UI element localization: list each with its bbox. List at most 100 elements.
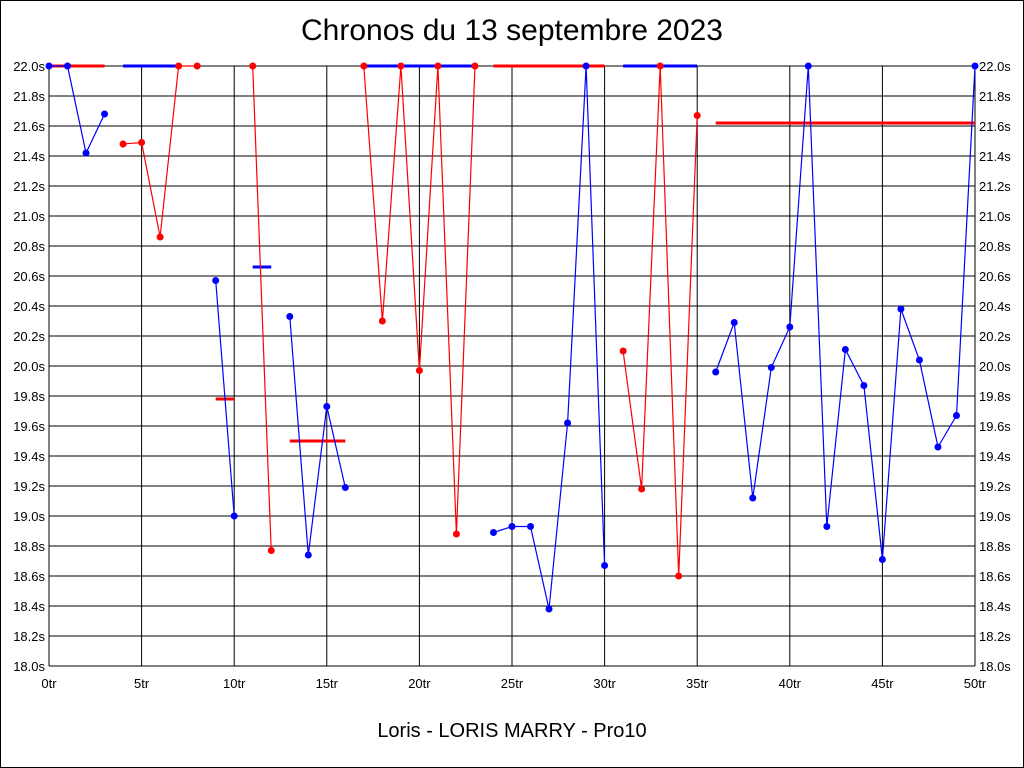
data-point bbox=[952, 412, 960, 419]
data-point bbox=[193, 62, 201, 70]
data-point bbox=[230, 512, 238, 520]
y-tick-label-right: 20.2s bbox=[979, 329, 1011, 344]
data-point bbox=[878, 556, 886, 563]
y-tick-label-right: 21.8s bbox=[979, 89, 1011, 104]
y-tick-label-left: 19.4s bbox=[13, 449, 45, 464]
data-point bbox=[767, 364, 775, 371]
data-point bbox=[823, 523, 831, 530]
data-point bbox=[564, 419, 572, 427]
data-point bbox=[545, 605, 553, 613]
y-tick-label-left: 20.8s bbox=[13, 239, 45, 254]
data-point bbox=[619, 347, 627, 355]
data-point bbox=[175, 62, 183, 70]
y-tick-label-left: 18.2s bbox=[13, 629, 45, 644]
y-tick-label-right: 21.0s bbox=[979, 209, 1011, 224]
data-point bbox=[360, 62, 368, 70]
series-line bbox=[289, 316, 346, 556]
x-tick-label: 15tr bbox=[316, 676, 339, 691]
y-tick-label-right: 21.2s bbox=[979, 179, 1011, 194]
data-point bbox=[508, 523, 516, 530]
y-tick-label-left: 20.2s bbox=[13, 329, 45, 344]
x-tick-label: 20tr bbox=[408, 676, 431, 691]
data-point bbox=[730, 319, 738, 326]
data-point bbox=[471, 62, 479, 70]
data-point bbox=[638, 485, 646, 493]
data-point bbox=[656, 62, 664, 70]
y-tick-label-right: 21.4s bbox=[979, 149, 1011, 164]
x-tick-label: 50tr bbox=[964, 676, 987, 691]
x-tick-label: 0tr bbox=[41, 676, 57, 691]
data-point bbox=[341, 484, 349, 491]
data-point bbox=[101, 110, 109, 118]
series-line bbox=[715, 65, 976, 560]
data-point bbox=[415, 367, 423, 374]
data-point bbox=[267, 547, 275, 554]
data-point bbox=[601, 562, 609, 569]
y-tick-label-right: 20.0s bbox=[979, 359, 1011, 374]
x-tick-label: 25tr bbox=[501, 676, 524, 691]
data-point bbox=[786, 323, 794, 331]
data-point bbox=[489, 529, 497, 536]
y-tick-label-left: 20.0s bbox=[13, 359, 45, 374]
data-point bbox=[860, 382, 868, 389]
data-point bbox=[156, 233, 164, 241]
y-tick-label-right: 18.6s bbox=[979, 569, 1011, 584]
y-tick-label-left: 21.4s bbox=[13, 149, 45, 164]
x-tick-label: 10tr bbox=[223, 676, 246, 691]
data-point bbox=[749, 494, 757, 502]
chart-subtitle: Loris - LORIS MARRY - Pro10 bbox=[377, 720, 647, 742]
y-tick-label-right: 19.2s bbox=[979, 479, 1011, 494]
chart-title: Chronos du 13 septembre 2023 bbox=[301, 14, 723, 47]
data-point bbox=[378, 317, 386, 325]
data-point bbox=[434, 62, 442, 70]
x-tick-label: 40tr bbox=[779, 676, 802, 691]
y-tick-label-left: 21.2s bbox=[13, 179, 45, 194]
data-point bbox=[397, 62, 405, 70]
series-line bbox=[252, 65, 272, 551]
data-point bbox=[119, 140, 127, 148]
y-tick-label-right: 19.8s bbox=[979, 389, 1011, 404]
series-line bbox=[123, 65, 198, 238]
y-tick-label-left: 18.4s bbox=[13, 599, 45, 614]
data-point bbox=[249, 62, 257, 70]
y-tick-label-left: 19.2s bbox=[13, 479, 45, 494]
data-point bbox=[45, 62, 53, 70]
y-tick-label-left: 19.8s bbox=[13, 389, 45, 404]
x-tick-label: 35tr bbox=[686, 676, 709, 691]
x-tick-label: 30tr bbox=[593, 676, 616, 691]
x-tick-label: 45tr bbox=[871, 676, 894, 691]
y-tick-label-right: 18.8s bbox=[979, 539, 1011, 554]
data-point bbox=[286, 313, 294, 320]
series-line bbox=[49, 65, 106, 155]
data-point bbox=[971, 62, 979, 70]
data-point bbox=[675, 572, 683, 580]
y-tick-label-right: 18.0s bbox=[979, 659, 1011, 674]
y-tick-label-right: 18.4s bbox=[979, 599, 1011, 614]
data-point bbox=[693, 112, 701, 119]
y-tick-label-left: 19.0s bbox=[13, 509, 45, 524]
data-point bbox=[934, 443, 942, 451]
y-tick-label-left: 20.6s bbox=[13, 269, 45, 284]
data-point bbox=[82, 149, 90, 157]
data-point bbox=[452, 530, 460, 538]
data-point bbox=[582, 62, 590, 70]
x-tick-label: 5tr bbox=[134, 676, 150, 691]
y-tick-label-left: 18.6s bbox=[13, 569, 45, 584]
y-tick-label-right: 21.6s bbox=[979, 119, 1011, 134]
y-tick-label-right: 20.6s bbox=[979, 269, 1011, 284]
y-tick-label-right: 20.8s bbox=[979, 239, 1011, 254]
data-point bbox=[841, 346, 849, 353]
data-point bbox=[323, 403, 331, 410]
y-tick-label-left: 22.0s bbox=[13, 59, 45, 74]
data-point bbox=[212, 277, 220, 284]
data-point bbox=[897, 305, 905, 313]
y-tick-label-right: 19.4s bbox=[979, 449, 1011, 464]
data-point bbox=[138, 139, 146, 146]
data-point bbox=[304, 551, 312, 559]
y-tick-label-right: 18.2s bbox=[979, 629, 1011, 644]
data-point bbox=[712, 368, 720, 376]
data-point bbox=[64, 62, 72, 70]
y-tick-label-left: 21.6s bbox=[13, 119, 45, 134]
series-line bbox=[215, 280, 235, 517]
